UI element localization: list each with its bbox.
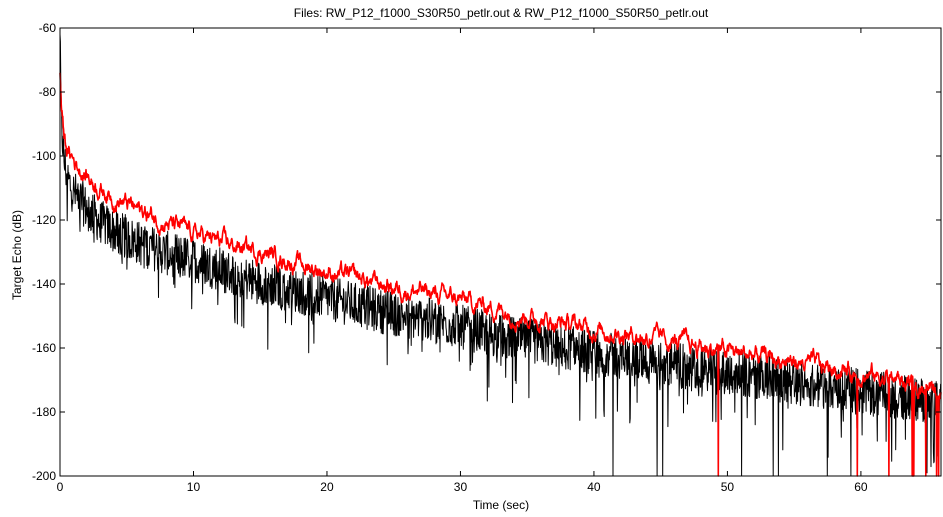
axes-box — [59, 27, 942, 477]
x-tick-label-60: 60 — [854, 480, 868, 494]
series-line-0 — [59, 34, 942, 477]
y-tick-label--200: -200 — [32, 469, 56, 483]
y-tick-label--100: -100 — [32, 149, 56, 163]
x-tick-label-40: 40 — [587, 480, 601, 494]
x-tick-label-30: 30 — [454, 480, 468, 494]
y-tick-label--120: -120 — [32, 213, 56, 227]
y-tick-label--60: -60 — [39, 21, 57, 35]
x-tick-label-10: 10 — [187, 480, 201, 494]
y-axis-label: Target Echo (dB) — [10, 210, 24, 300]
y-tick-label--160: -160 — [32, 341, 56, 355]
x-tick-label-0: 0 — [57, 480, 64, 494]
y-tick-label--180: -180 — [32, 405, 56, 419]
y-tick-label--80: -80 — [39, 85, 57, 99]
series-line-1 — [59, 72, 942, 477]
y-tick-label--140: -140 — [32, 277, 56, 291]
x-axis-label: Time (sec) — [473, 498, 529, 512]
chart-title: Files: RW_P12_f1000_S30R50_petlr.out & R… — [294, 6, 709, 20]
x-tick-label-50: 50 — [721, 480, 735, 494]
plot-area: 0 10 20 30 40 50 60 -200 -180 -160 -140 -120 -100 -80… — [32, 21, 942, 494]
x-tick-label-20: 20 — [320, 480, 334, 494]
